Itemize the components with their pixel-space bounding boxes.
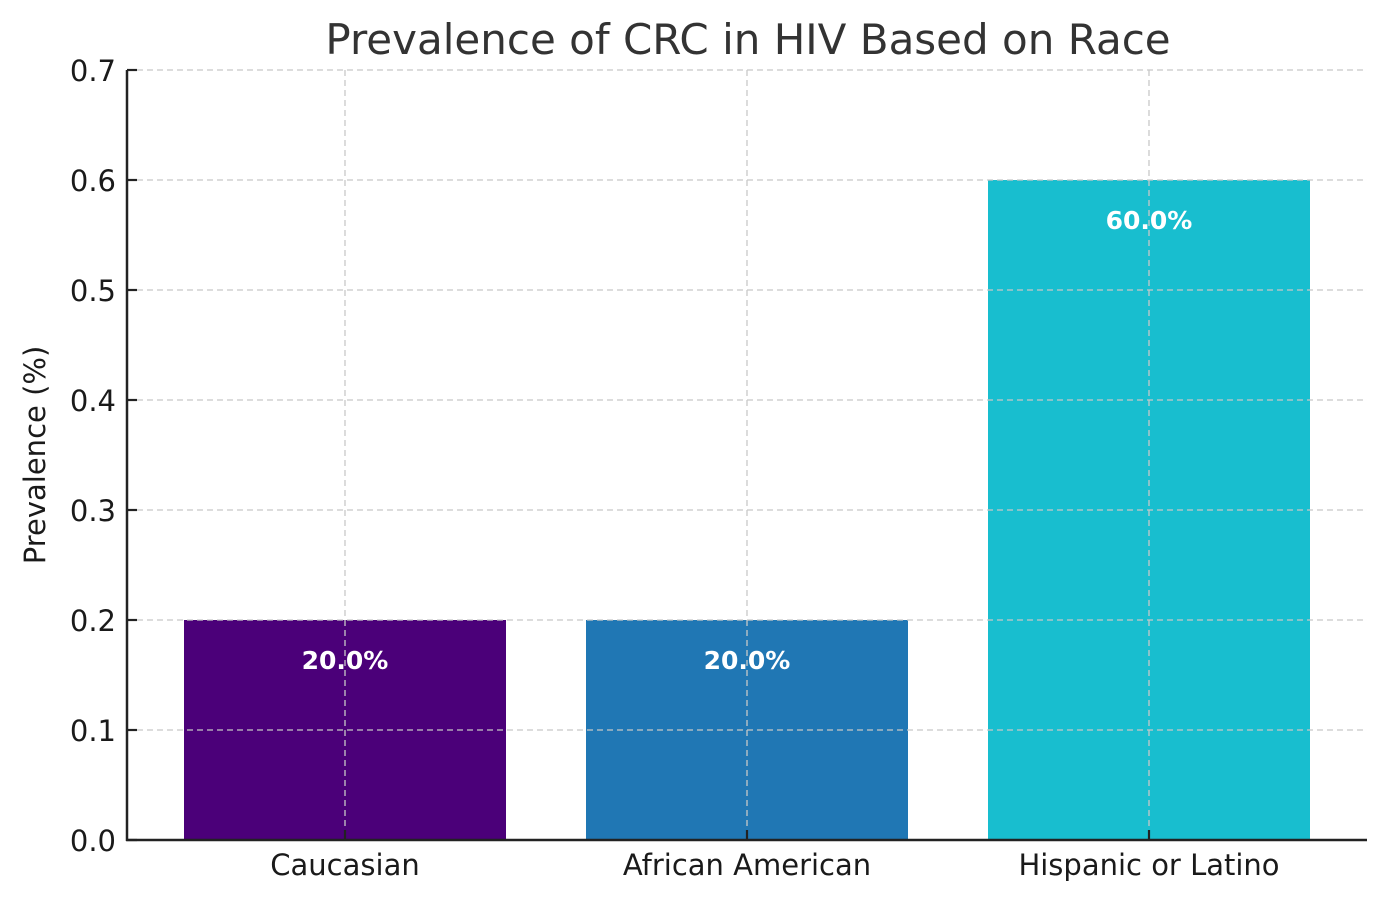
grid-layer	[127, 69, 1367, 840]
axes-layer: 0.0 0.1 0.2 0.3 0.4 0.5 0.6 0.7 Caucasian African…	[70, 54, 1367, 882]
data-label-2: 60.0%	[1106, 206, 1193, 235]
y-tick-label-6: 0.6	[70, 164, 116, 198]
x-tick-label-2: Hispanic or Latino	[1018, 848, 1279, 882]
y-tick-label-7: 0.7	[70, 54, 116, 88]
y-tick-label-2: 0.2	[70, 604, 116, 638]
data-label-1: 20.0%	[704, 646, 791, 675]
chart-title: Prevalence of CRC in HIV Based on Race	[325, 15, 1170, 64]
y-tick-label-0: 0.0	[70, 824, 116, 858]
y-tick-label-4: 0.4	[70, 384, 116, 418]
x-tick-label-1: African American	[623, 848, 871, 882]
y-tick-label-3: 0.3	[70, 494, 116, 528]
y-axis-label: Prevalence (%)	[18, 346, 52, 565]
x-tick-label-0: Caucasian	[270, 848, 419, 882]
y-tick-label-1: 0.1	[70, 714, 116, 748]
y-tick-label-5: 0.5	[70, 274, 116, 308]
labels-layer: 20.0% 20.0% 60.0%	[302, 206, 1193, 675]
data-label-0: 20.0%	[302, 646, 389, 675]
